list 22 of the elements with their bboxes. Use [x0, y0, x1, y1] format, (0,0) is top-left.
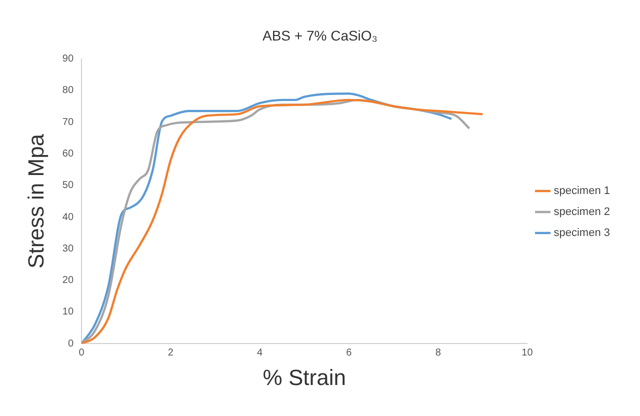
y-tick-label: 80 [62, 85, 74, 96]
y-axis-title: Stress in Mpa [23, 133, 48, 268]
x-tick-label: 2 [168, 347, 174, 358]
legend-label: specimen 3 [554, 227, 610, 240]
y-tick-label: 60 [62, 148, 74, 160]
x-tick-label: 0 [78, 347, 85, 358]
x-tick-label: 8 [435, 347, 442, 358]
chart-title: ABS + 7% CaSiO₃ [262, 27, 378, 44]
y-tick-label: 20 [62, 275, 74, 286]
y-tick-label: 90 [62, 54, 74, 65]
y-tick-label: 40 [62, 212, 74, 223]
x-tick-label: 4 [257, 347, 264, 358]
y-tick-label: 0 [68, 338, 74, 350]
y-tick-label: 30 [62, 243, 74, 254]
y-tick-label: 70 [62, 116, 74, 128]
y-tick-label: 50 [62, 180, 74, 192]
x-axis-title: % Strain [262, 364, 346, 390]
x-tick-label: 6 [346, 347, 352, 358]
y-tick-label: 10 [62, 306, 74, 318]
legend-label: specimen 2 [554, 206, 610, 218]
x-tick-label: 10 [522, 347, 534, 358]
legend-label: specimen 1 [554, 185, 610, 198]
